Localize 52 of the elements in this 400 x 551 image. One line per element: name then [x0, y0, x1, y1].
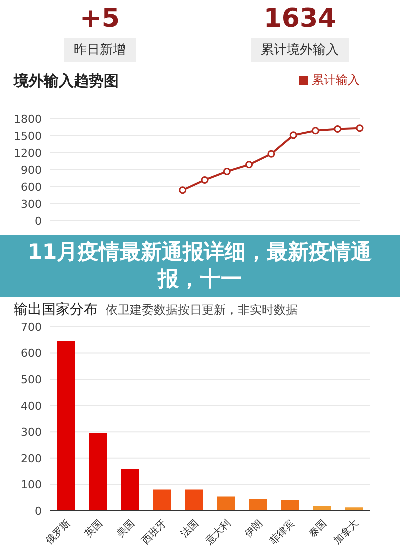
bar	[57, 341, 76, 511]
y-tick-label: 500	[21, 373, 42, 386]
text: 11月疫情最新通报详细，最新疫情通报，十一	[26, 239, 374, 293]
y-tick-label: 400	[21, 400, 42, 413]
y-tick-label: 1500	[14, 130, 42, 143]
text: +5	[80, 4, 120, 34]
point	[223, 168, 231, 176]
point	[290, 132, 298, 140]
chart-subtitle: 依卫建委数据按日更新，非实时数据	[106, 303, 298, 317]
x-tick-label: 西班牙	[139, 518, 170, 548]
y-tick-label: 600	[21, 347, 42, 360]
x-tick-label: 伊朗	[242, 518, 266, 540]
x-tick-label: 意大利	[202, 518, 234, 548]
y-tick-label: 300	[21, 426, 42, 440]
x-tick-label: 法国	[178, 518, 202, 540]
chart-title: 境外输入趋势图	[14, 72, 119, 90]
x-tick-label: 英国	[82, 518, 106, 540]
bar	[121, 468, 140, 511]
bar	[89, 433, 108, 511]
text: 1634	[264, 4, 336, 34]
x-tick-label: 菲律宾	[267, 518, 298, 548]
x-tick-label: 美国	[114, 518, 138, 540]
point	[201, 176, 209, 184]
y-tick-label: 300	[21, 198, 42, 211]
y-tick-label: 1800	[14, 112, 42, 126]
y-tick-label: 900	[21, 164, 42, 177]
y-tick-label: 1200	[14, 146, 42, 160]
category-label: 累计境外输入	[251, 38, 349, 62]
point	[356, 124, 364, 132]
x-tick-label: 加拿大	[331, 518, 362, 548]
bar	[217, 496, 236, 511]
point	[334, 125, 342, 133]
bar	[153, 490, 172, 511]
y-tick-label: 600	[21, 180, 42, 194]
legend-label: 累计输入	[312, 73, 360, 87]
point	[312, 127, 320, 135]
bar	[313, 506, 332, 511]
y-tick-label: 700	[21, 320, 42, 334]
x-tick-label: 俄罗斯	[43, 518, 74, 548]
bar	[185, 490, 204, 511]
x-tick-label: 泰国	[307, 518, 330, 540]
y-tick-label: 0	[35, 504, 42, 518]
chart-title: 输出国家分布	[14, 302, 98, 318]
point	[268, 150, 276, 158]
y-tick-label: 0	[35, 214, 42, 228]
bar	[281, 500, 300, 511]
point	[246, 161, 254, 169]
bar	[249, 499, 268, 511]
category-label: 昨日新增	[64, 38, 136, 62]
y-tick-label: 200	[21, 452, 42, 466]
y-tick-label: 100	[21, 478, 42, 492]
point	[179, 186, 187, 194]
